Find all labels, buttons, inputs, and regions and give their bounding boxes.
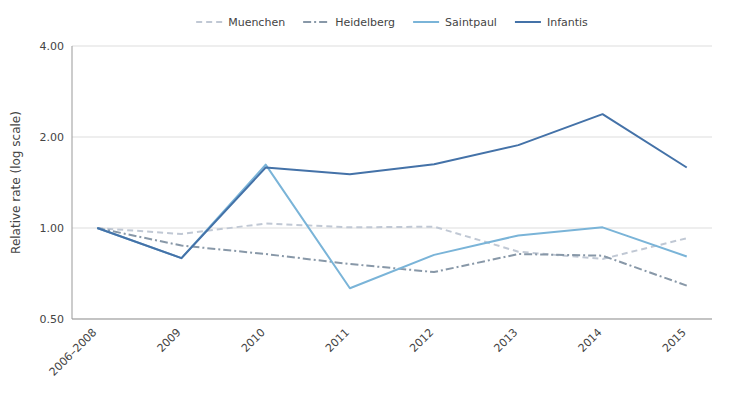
y-tick-label: 2.00 xyxy=(40,131,65,144)
grid-line xyxy=(72,46,712,47)
legend-swatch xyxy=(515,21,541,23)
legend-swatch xyxy=(303,21,329,23)
y-tick-label: 1.00 xyxy=(40,222,65,235)
series-line xyxy=(97,114,686,258)
y-tick-label: 4.00 xyxy=(40,40,65,53)
legend-label: Heidelberg xyxy=(335,16,395,29)
legend-label: Infantis xyxy=(547,16,588,29)
x-tick-label: 2010 xyxy=(239,326,268,355)
x-tick-label: 2014 xyxy=(576,326,605,355)
series-line xyxy=(97,228,686,286)
y-axis-line xyxy=(72,46,73,319)
legend-item: Infantis xyxy=(515,16,588,29)
x-tick-label: 2013 xyxy=(491,326,520,355)
y-tick-label: 0.50 xyxy=(40,313,65,326)
lines xyxy=(97,114,686,288)
series-line xyxy=(97,165,686,289)
x-tick-label: 2009 xyxy=(155,326,184,355)
x-tick-label: 2012 xyxy=(407,326,436,355)
grid xyxy=(72,46,712,319)
x-tick-label: 2006–2008 xyxy=(47,326,100,379)
legend-label: Saintpaul xyxy=(445,16,497,29)
y-axis-label: Relative rate (log scale) xyxy=(9,111,23,254)
legend-item: Saintpaul xyxy=(413,16,497,29)
x-axis-line xyxy=(72,319,712,320)
legend-swatch xyxy=(196,21,222,23)
grid-line xyxy=(72,319,712,320)
x-tick-label: 2015 xyxy=(660,326,689,355)
x-tick-label: 2011 xyxy=(323,326,352,355)
legend-item: Muenchen xyxy=(196,16,285,29)
chart: 0.50 1.00 2.00 4.00 2006–2008 2009 2010 2011 201… xyxy=(0,0,732,401)
chart-container: 0.50 1.00 2.00 4.00 2006–2008 2009 2010 2011 201… xyxy=(0,0,732,401)
legend: Muenchen Heidelberg Saintpaul Infantis xyxy=(196,16,588,29)
legend-swatch xyxy=(413,21,439,23)
legend-item: Heidelberg xyxy=(303,16,395,29)
legend-label: Muenchen xyxy=(228,16,285,29)
grid-line xyxy=(72,137,712,138)
